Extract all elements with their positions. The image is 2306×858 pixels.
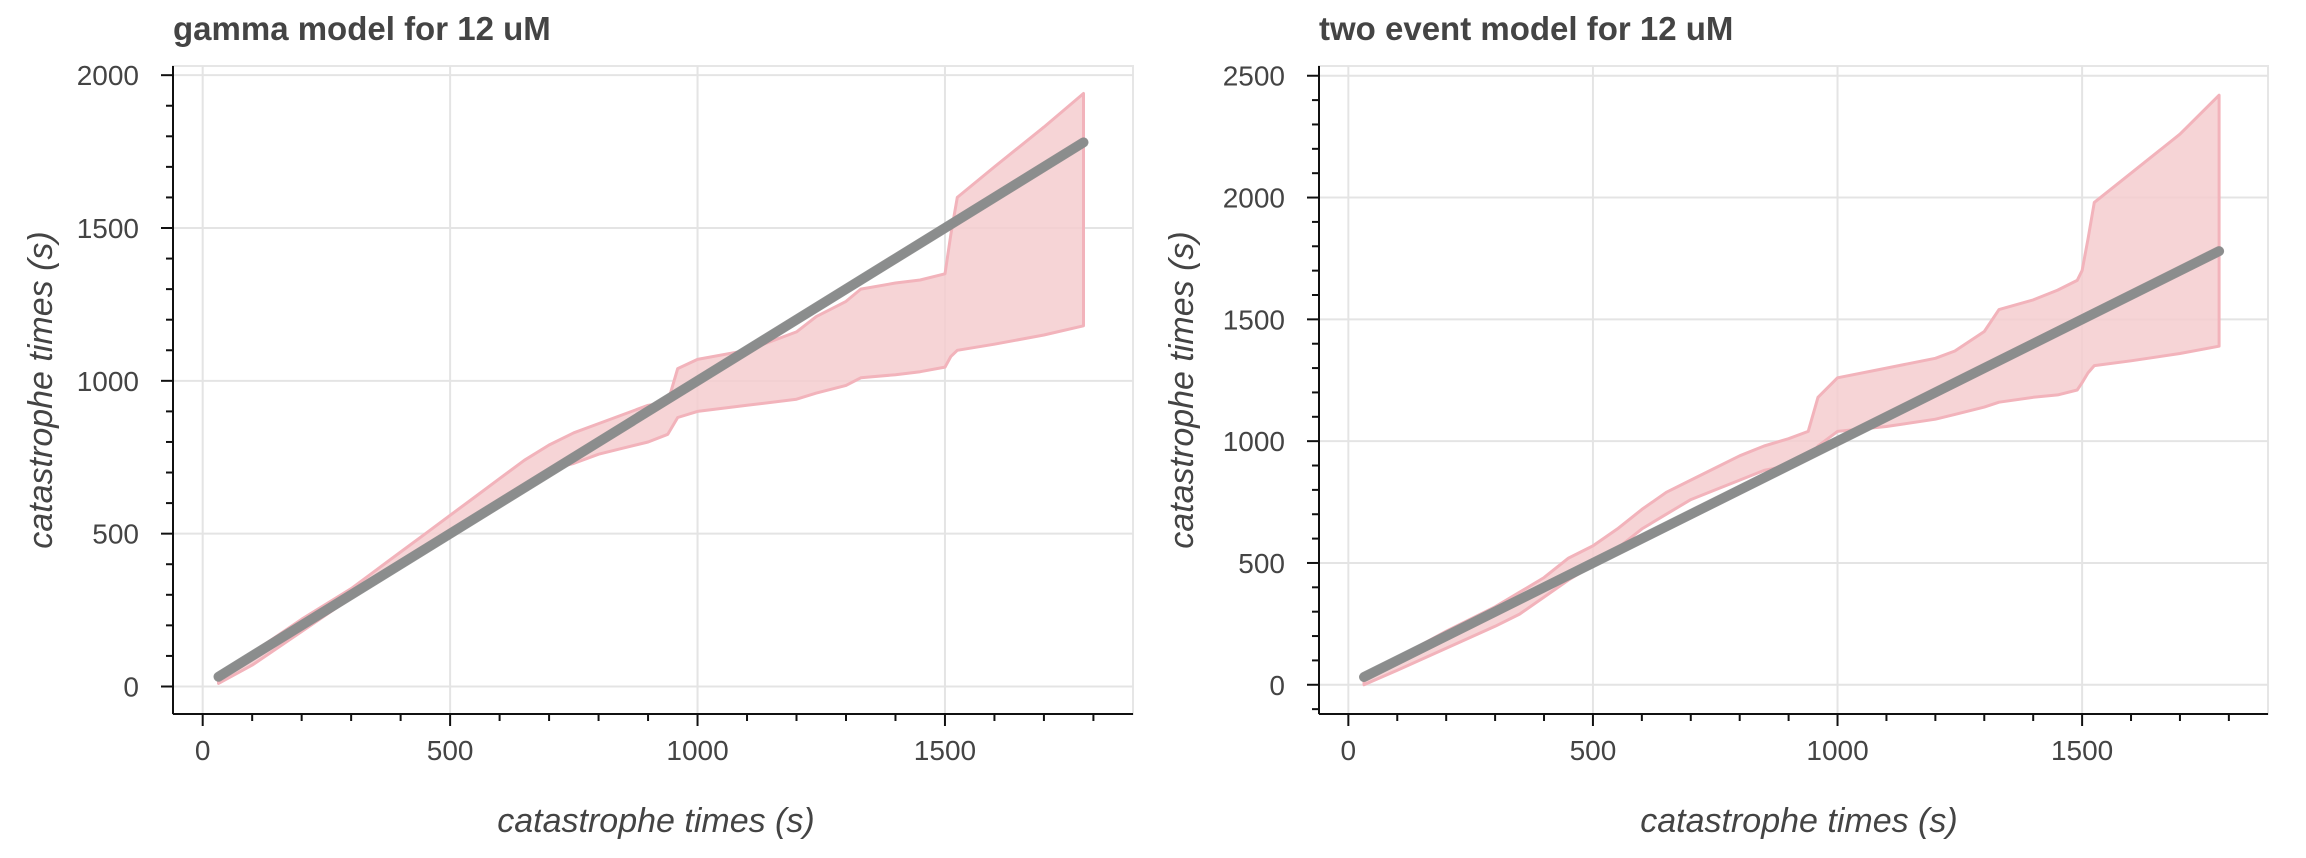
plot-area: 0 500 1000 1500 0 500 1000 1500 2000 — [77, 60, 1134, 766]
y-tick-label: 2000 — [77, 60, 139, 91]
y-tick-label: 2500 — [1223, 61, 1285, 92]
y-tick-label: 1500 — [77, 213, 139, 244]
x-axis-label: catastrophe times (s) — [1640, 802, 1957, 840]
model-line — [1359, 246, 2225, 682]
x-tick-label: 1000 — [1806, 735, 1868, 766]
y-tick-label: 500 — [1238, 548, 1285, 579]
x-tick-label: 500 — [427, 735, 474, 766]
y-tick-label: 2000 — [1223, 183, 1285, 214]
chart-svg-gamma: 0 500 1000 1500 0 500 1000 1500 2000 gamma model… — [22, 10, 1134, 840]
y-tick-label: 500 — [92, 519, 139, 550]
chart-svg-two-event: 0 500 1000 1500 0 500 1000 1500 2000 2500 two eve… — [1163, 10, 2269, 840]
x-tick-label: 0 — [1341, 735, 1357, 766]
plot-frame — [1318, 65, 2269, 715]
chart-title: two event model for 12 uM — [1319, 10, 1733, 47]
y-tick-label: 1500 — [1223, 304, 1285, 335]
x-tick-label: 1500 — [2051, 735, 2113, 766]
x-tick-label: 0 — [195, 735, 211, 766]
y-tick-label: 0 — [1269, 670, 1285, 701]
y-tick-label: 0 — [123, 671, 139, 702]
chart-title: gamma model for 12 uM — [173, 10, 551, 47]
x-tick-label: 1500 — [914, 735, 976, 766]
y-tick-label: 1000 — [77, 366, 139, 397]
x-tick-label: 1000 — [666, 735, 728, 766]
chart-panel-two-event: 0 500 1000 1500 0 500 1000 1500 2000 2500 two eve… — [1153, 0, 2306, 858]
plot-area: 0 500 1000 1500 0 500 1000 1500 2000 2500 — [1223, 61, 2269, 766]
confidence-band — [1362, 93, 2221, 687]
y-axis-label: catastrophe times (s) — [1163, 231, 1201, 548]
x-tick-label: 500 — [1570, 735, 1617, 766]
x-axis-label: catastrophe times (s) — [497, 802, 814, 840]
model-line — [213, 137, 1089, 682]
y-axis-label: catastrophe times (s) — [22, 231, 60, 548]
y-tick-label: 1000 — [1223, 426, 1285, 457]
chart-panel-gamma: 0 500 1000 1500 0 500 1000 1500 2000 gamma model… — [22, 10, 1134, 840]
